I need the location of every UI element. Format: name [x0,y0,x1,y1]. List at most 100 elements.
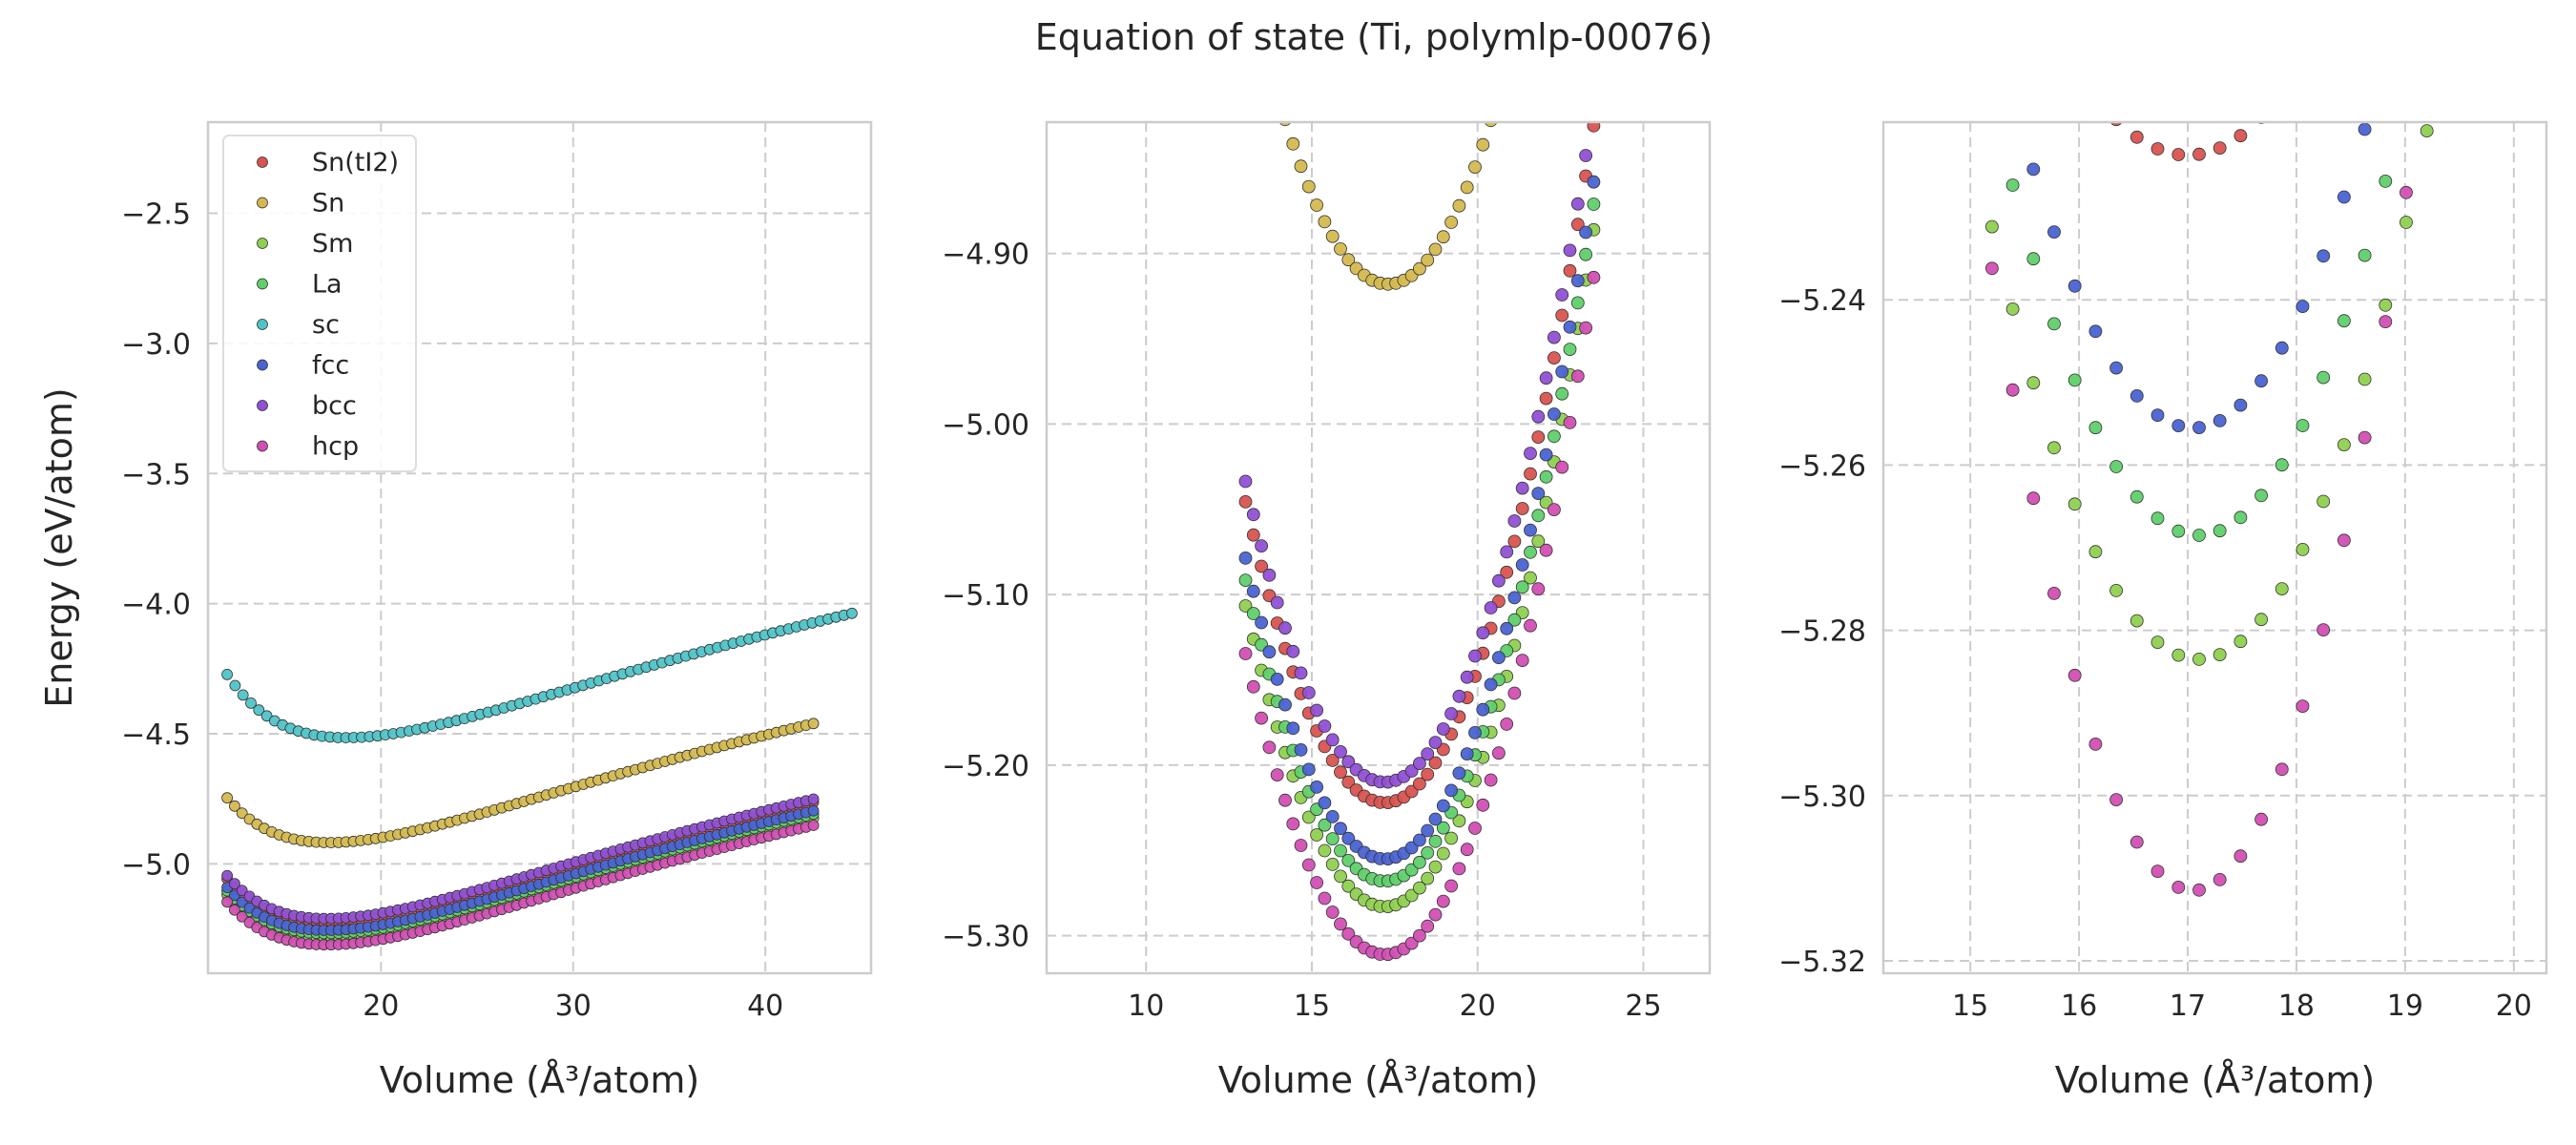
x-tick-label: 18 [2278,989,2315,1023]
data-point [2047,587,2061,600]
data-point [1531,487,1546,500]
data-point [2026,252,2041,266]
data-point [1436,230,1450,244]
data-point [2109,361,2124,375]
y-tick-label: −5.10 [942,579,1029,613]
data-point [1570,369,1585,384]
y-tick-label: −5.00 [942,408,1029,442]
data-point [2358,248,2372,262]
legend-label: sc [312,310,340,340]
data-point [1539,469,1553,484]
data-point [1421,919,1435,933]
data-point [2192,653,2206,666]
data-point [2254,613,2269,627]
data-point [1421,253,1435,267]
y-tick-label: −5.30 [1778,781,1866,814]
data-point [1524,571,1537,585]
legend-item: Sn(tI2) [257,148,399,177]
data-point [2109,793,2124,806]
legend-label: bcc [312,391,357,421]
data-point [1452,814,1466,828]
data-point [1428,907,1443,922]
data-point [1555,288,1569,302]
data-point [1421,823,1435,838]
data-point [1301,858,1316,872]
data-point [1436,722,1450,736]
data-point [1325,810,1340,823]
data-point [1460,180,1474,195]
data-point [2420,124,2434,138]
legend-label: Sn(tI2) [312,148,399,177]
data-point [1246,679,1260,694]
x-tick-label: 25 [1625,989,1661,1023]
data-point [236,896,248,908]
data-point [1255,559,1268,573]
panel-zoom-fine: 15 16 17 18 19 20 −5.32 −5.30 −5.28 −5.26 −5.24 Vol… [1778,47,2548,1101]
data-point [1278,793,1292,807]
data-point [236,885,248,897]
data-point [1476,137,1490,152]
data-point [2192,883,2206,897]
data-point [1500,545,1514,559]
data-point [2192,529,2206,542]
y-tick-label: −5.26 [1778,449,1866,483]
data-point [1270,595,1284,610]
data-point [1548,330,1561,344]
data-point [1579,225,1592,239]
legend: Sn(tI2) Sn Sm La sc fcc bcc hcp [222,135,417,472]
data-point [2026,376,2041,390]
data-point [1318,843,1332,858]
data-point [2150,635,2165,649]
data-point [1334,745,1347,759]
data-point [236,910,248,923]
y-tick-label: −2.5 [121,198,191,231]
data-point [1428,860,1443,874]
data-point [1507,514,1522,528]
data-point [2026,162,2041,177]
data-point [1413,777,1426,791]
axes-frame [1881,120,2548,975]
data-point [2171,148,2186,161]
data-point [1278,697,1292,712]
data-point [2129,388,2144,403]
data-point [1247,0,1259,10]
data-point [1984,261,1999,276]
x-axis-label: Volume (Å³/atom) [1218,1059,1539,1101]
data-point [1341,926,1356,941]
data-point [1286,721,1300,736]
data-point [1548,351,1561,365]
data-point [1444,707,1458,720]
data-point [1444,783,1458,798]
data-point [1310,876,1323,889]
data-point [1238,495,1253,509]
data-point [2192,147,2206,161]
data-point [1421,845,1435,860]
data-point [1476,702,1490,717]
series-sm [1984,124,2434,666]
x-tick-label: 19 [2387,989,2423,1023]
data-point [1341,253,1356,267]
legend-marker [257,440,268,452]
data-point [1341,831,1356,845]
data-point [2316,494,2331,509]
data-point [1570,218,1585,232]
data-point [1318,891,1332,906]
data-point [228,878,240,889]
data-point [1492,573,1506,588]
data-point [1531,534,1546,549]
data-point [1310,703,1323,718]
data-point [1452,766,1466,781]
data-point [1238,552,1253,565]
data-point [2212,524,2227,538]
data-point [2088,421,2103,435]
axes-frame [206,120,873,975]
data-point [1334,843,1347,858]
data-point [1570,274,1585,288]
data-point [1476,626,1490,640]
data-point [1246,508,1260,522]
y-tick-label: −5.32 [1778,946,1866,979]
data-point [2379,47,2392,59]
data-point [221,669,234,680]
data-point [228,800,240,812]
data-point [1588,99,1600,112]
